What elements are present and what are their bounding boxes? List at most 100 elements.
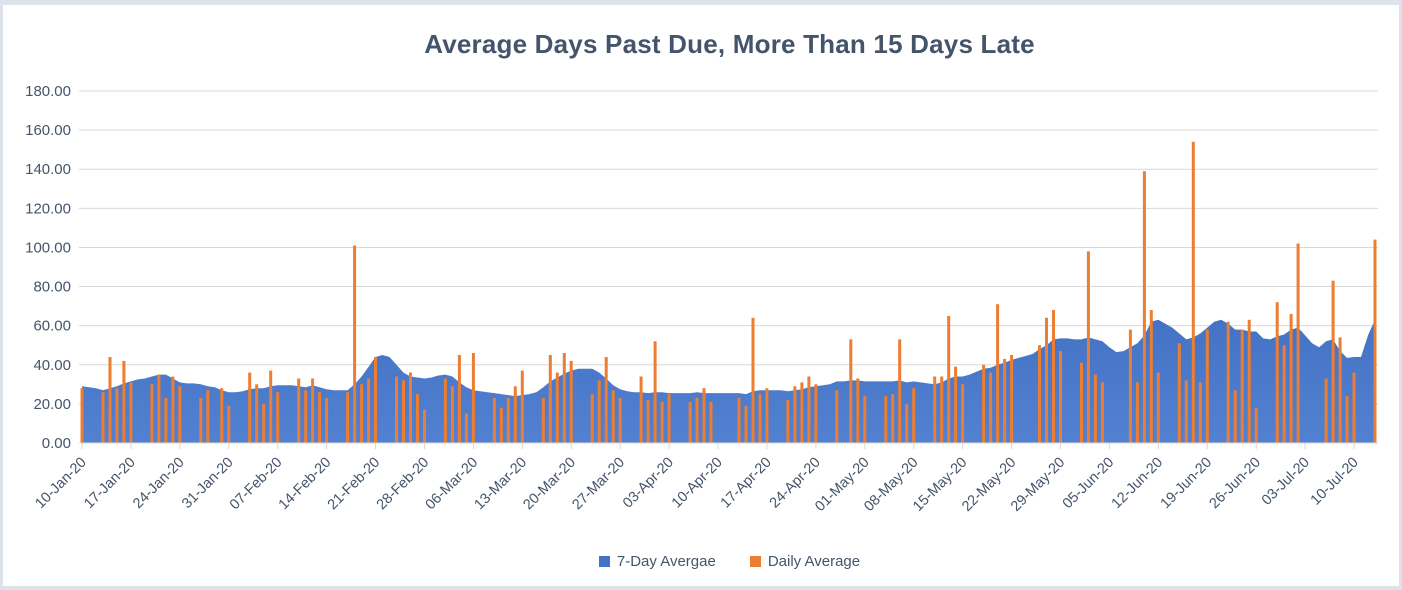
daily-bar [199,398,203,443]
legend-label-7-day-average: 7-Day Avergae [616,553,716,570]
daily-bar [360,384,364,443]
daily-bar [667,394,671,443]
x-axis-label: 14-Feb-20 [276,455,335,514]
x-axis-label: 27-Mar-20 [569,455,628,514]
daily-bar [1282,345,1286,443]
area-series-7-day-average[interactable] [82,319,1375,443]
daily-bar [688,401,692,443]
daily-bar [262,403,266,443]
daily-bar [891,394,895,443]
daily-bar [940,376,944,443]
daily-bar [409,372,412,443]
daily-bar [1142,171,1146,443]
x-axis-label: 10-Jan-20 [32,455,89,512]
y-axis-label: 100.00 [25,239,71,256]
daily-bar [1296,243,1300,443]
legend-item-7-day-average[interactable]: 7-Day Avergae [598,553,716,570]
daily-bar [1240,329,1244,443]
daily-bar [807,376,811,443]
daily-bar [1093,374,1097,443]
daily-bar [709,401,713,443]
daily-bar [744,405,748,443]
y-axis-label: 80.00 [33,279,71,296]
daily-bar [108,357,112,443]
x-axis-label: 12-Jun-20 [1109,455,1166,512]
daily-bar [835,390,839,443]
daily-bar [1233,390,1237,443]
daily-bar [227,405,231,443]
x-axis-label: 19-Jun-20 [1158,455,1215,512]
daily-bar [1038,345,1041,443]
y-axis-label: 120.00 [25,200,71,217]
daily-bar [856,378,860,443]
x-axis-label: 28-Feb-20 [374,455,433,514]
daily-bar [982,364,986,443]
y-axis-label: 140.00 [25,161,71,178]
daily-bar [793,386,797,443]
x-axis-label: 05-Jun-20 [1060,455,1117,512]
daily-bar [618,398,622,443]
daily-bar [374,357,377,443]
daily-bar [814,384,818,443]
daily-bar [164,398,168,443]
daily-bar [758,394,762,443]
daily-bar [765,388,769,443]
x-axis-label: 24-Jan-20 [130,455,187,512]
x-axis-label: 03-Apr-20 [620,455,677,512]
daily-bar [954,366,958,443]
daily-bar [1289,313,1293,443]
daily-bar [1226,321,1230,443]
daily-bar [1247,319,1251,443]
daily-bar [1191,141,1195,444]
daily-bar [367,378,371,443]
daily-bar [1135,382,1139,443]
daily-bar [1010,355,1014,443]
x-axis-label: 17-Apr-20 [718,455,775,512]
y-axis-label: 60.00 [33,318,71,335]
daily-bar [395,376,398,443]
y-axis-label: 180.00 [25,83,71,100]
daily-bar [1254,407,1258,443]
daily-bar [1156,372,1160,443]
daily-bar [1184,380,1188,443]
daily-bar [353,245,357,443]
daily-bar [562,353,566,443]
daily-bar [597,380,601,443]
x-axis-labels: 10-Jan-2017-Jan-2024-Jan-2031-Jan-2007-F… [32,455,1361,515]
daily-bar [115,388,119,443]
daily-bar [1059,351,1062,443]
daily-bar [1052,310,1055,443]
daily-bar [506,398,510,443]
x-axis-label: 10-Apr-20 [669,455,726,512]
x-axis-label: 26-Jun-20 [1207,455,1264,512]
daily-bar [1080,362,1083,443]
x-axis-label: 07-Feb-20 [227,455,286,514]
daily-bar [996,304,1000,443]
daily-bar [276,392,280,443]
legend-item-daily-average[interactable]: Daily Average [749,553,860,570]
daily-bar [255,384,259,443]
daily-bar [297,378,301,443]
daily-bar [1177,343,1181,443]
daily-bar [1198,382,1202,443]
daily-bar [513,386,517,443]
x-axis-label: 03-Jul-20 [1259,455,1313,509]
daily-bar [702,388,706,443]
daily-bar [171,376,175,443]
daily-bar [443,378,447,443]
daily-bar [786,400,790,443]
daily-bar [800,382,804,443]
chart-plot-area[interactable]: 0.00 20.00 40.00 60.00 80.00 100.00 120.00 140.… [3,65,1402,545]
daily-bar [737,398,741,443]
x-axis-ticks [81,443,1355,449]
daily-bar [898,339,902,443]
daily-bar [989,372,993,443]
daily-bar [1338,337,1342,443]
daily-bar [884,396,888,443]
daily-bar [471,353,475,443]
daily-average-bars[interactable] [80,141,1377,444]
y-axis-label: 0.00 [42,435,71,452]
daily-bar [933,376,937,443]
daily-bar [863,396,867,443]
daily-bar [695,398,699,443]
